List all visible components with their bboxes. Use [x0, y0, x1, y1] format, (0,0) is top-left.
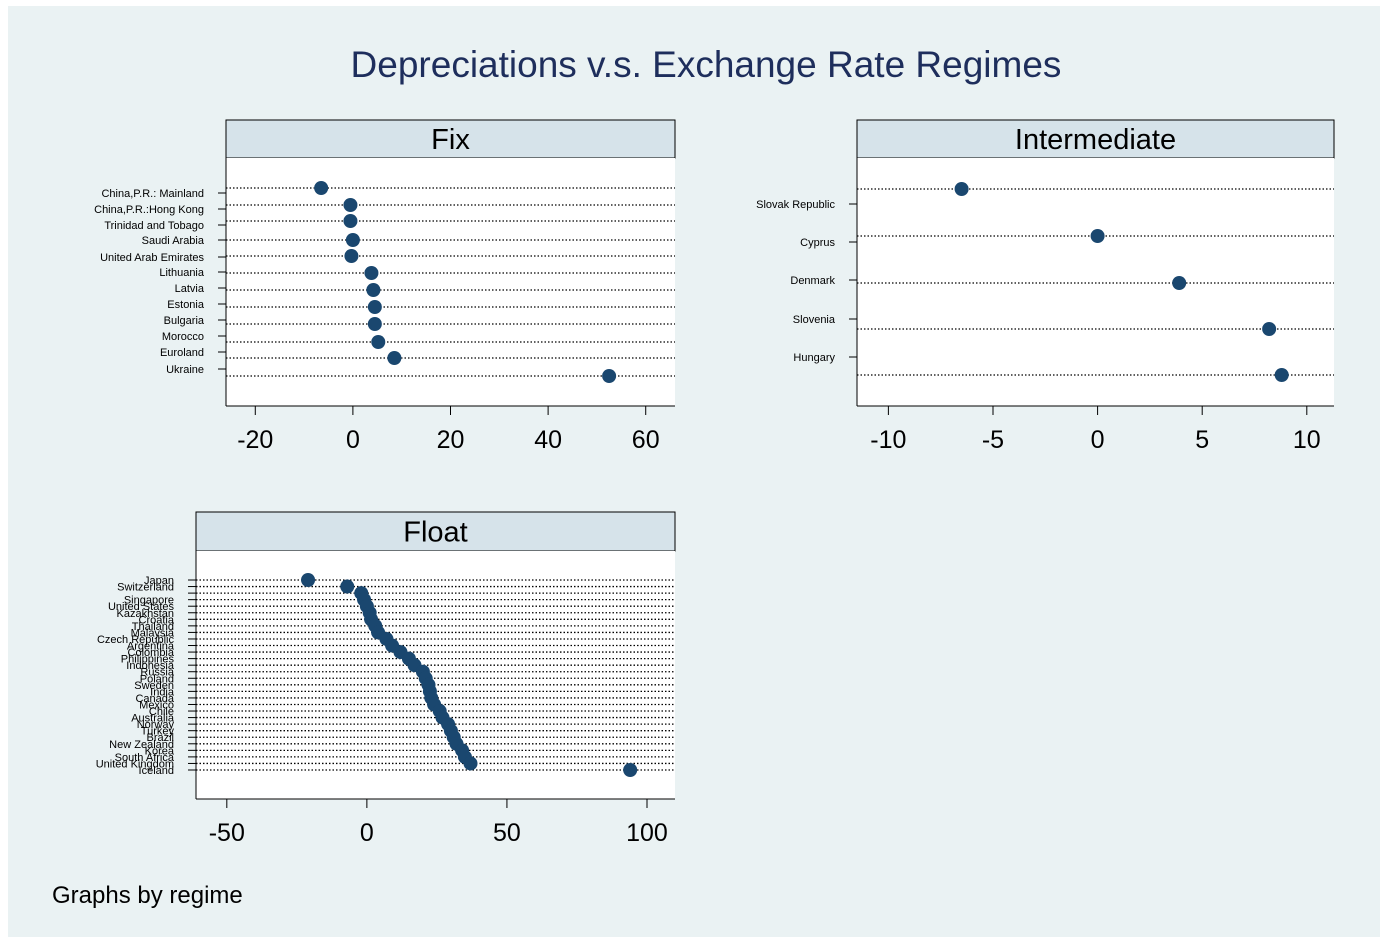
- panel-title: Intermediate: [1015, 124, 1176, 156]
- category-label: New Zealand: [109, 739, 174, 751]
- category-label: Australia: [131, 713, 175, 725]
- category-label: Singapore: [124, 595, 174, 607]
- category-label: South Africa: [115, 752, 175, 764]
- category-label: Canada: [135, 693, 174, 705]
- category-label: Czech Republic: [97, 634, 175, 646]
- x-tick-label: 0: [360, 819, 374, 847]
- x-tick-label: -10: [870, 426, 906, 454]
- data-point: [1172, 276, 1187, 290]
- category-label: Iceland: [139, 765, 174, 777]
- data-point: [602, 369, 617, 383]
- category-label: China,P.R.: Mainland: [101, 188, 204, 200]
- x-tick-label: 5: [1195, 426, 1209, 454]
- category-label: Ukraine: [166, 364, 204, 376]
- data-point: [340, 579, 355, 594]
- plot-area: [226, 158, 675, 406]
- panel-title: Fix: [431, 124, 470, 156]
- category-label: Euroland: [160, 347, 204, 359]
- data-point: [463, 756, 478, 771]
- panel-intermediate: Intermediate Slovak Republic Cyprus Denmark…: [756, 119, 1335, 454]
- data-point: [367, 300, 382, 314]
- category-label: Estonia: [167, 299, 205, 311]
- category-label: Croatia: [139, 614, 175, 626]
- category-label: Korea: [145, 745, 175, 757]
- category-label: United Kingdom: [96, 758, 174, 770]
- data-point: [387, 351, 402, 365]
- data-point: [364, 266, 379, 280]
- category-label: Bulgaria: [164, 315, 205, 327]
- graphs-by-note: Graphs by regime: [52, 882, 243, 909]
- data-point: [314, 181, 329, 195]
- category-label: Indonesia: [126, 660, 175, 672]
- category-label: Lithuania: [159, 267, 205, 279]
- data-point: [345, 233, 360, 247]
- x-tick-label: 20: [437, 426, 465, 454]
- panel-title: Float: [403, 517, 467, 549]
- category-label: Argentina: [127, 641, 175, 653]
- x-tick-label: -20: [237, 426, 273, 454]
- data-point: [343, 198, 358, 212]
- data-point: [371, 335, 386, 349]
- category-label: Turkey: [141, 726, 175, 738]
- category-label: Morocco: [162, 331, 204, 343]
- category-label: Japan: [144, 575, 174, 587]
- data-point: [623, 763, 638, 777]
- category-label: Brazil: [146, 732, 174, 744]
- category-label: Poland: [140, 673, 174, 685]
- category-label: Hungary: [793, 352, 835, 364]
- data-point: [301, 573, 316, 587]
- category-label: Trinidad and Tobago: [104, 220, 204, 232]
- x-tick-label: 0: [346, 426, 360, 454]
- category-label: Colombia: [128, 647, 175, 659]
- category-label: Slovak Republic: [756, 199, 835, 211]
- category-label: United Arab Emirates: [100, 252, 204, 264]
- category-label: United States: [108, 601, 175, 613]
- category-label: Sweden: [134, 680, 174, 692]
- chart-title: Depreciations v.s. Exchange Rate Regimes: [351, 44, 1062, 85]
- data-point: [366, 283, 381, 297]
- category-label: Switzerland: [117, 582, 174, 594]
- category-label: Kazakhstan: [117, 608, 174, 620]
- category-label: Slovenia: [793, 314, 836, 326]
- data-point: [1090, 229, 1105, 243]
- plot-area: [196, 551, 675, 799]
- data-point: [343, 214, 358, 228]
- panel-strip: [856, 119, 1335, 159]
- data-point: [344, 249, 359, 263]
- data-point: [367, 317, 382, 331]
- category-label: Mexico: [139, 699, 174, 711]
- category-label: Denmark: [790, 275, 835, 287]
- panel-strip: [195, 511, 676, 552]
- x-tick-label: 50: [493, 819, 521, 847]
- x-tick-label: 60: [632, 426, 660, 454]
- category-label: Thailand: [132, 621, 174, 633]
- plot-area: [857, 158, 1334, 406]
- category-label: Cyprus: [800, 237, 835, 249]
- category-label: Russia: [140, 667, 175, 679]
- x-tick-label: 10: [1293, 426, 1321, 454]
- data-point: [954, 182, 969, 196]
- category-label: Norway: [137, 719, 175, 731]
- category-label: Philippines: [121, 654, 175, 666]
- category-label: Chile: [149, 706, 174, 718]
- category-label: Malaysia: [131, 627, 175, 639]
- category-label: Saudi Arabia: [142, 235, 205, 247]
- category-label: Latvia: [175, 283, 205, 295]
- x-tick-label: 40: [534, 426, 562, 454]
- data-point: [1262, 322, 1277, 336]
- x-tick-label: -5: [982, 426, 1004, 454]
- category-label: China,P.R.:Hong Kong: [94, 204, 204, 216]
- panel-strip: [225, 119, 676, 159]
- x-tick-label: 0: [1091, 426, 1105, 454]
- x-tick-label: -50: [209, 819, 245, 847]
- x-tick-label: 100: [626, 819, 668, 847]
- category-label: India: [150, 686, 175, 698]
- panel-fix: Fix China,P.R.: Mainland China,P.R.:Hong K…: [94, 119, 676, 454]
- data-point: [1274, 368, 1289, 382]
